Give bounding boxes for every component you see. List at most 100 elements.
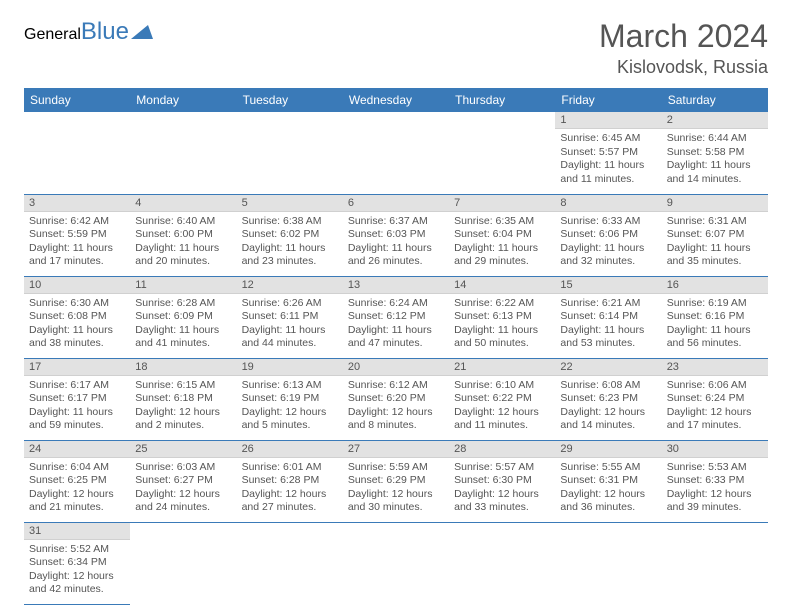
- calendar-cell: [449, 112, 555, 194]
- daylight-line: Daylight: 12 hours and 2 minutes.: [135, 406, 231, 433]
- calendar-cell: [343, 112, 449, 194]
- day-details: Sunrise: 6:28 AMSunset: 6:09 PMDaylight:…: [130, 294, 236, 356]
- sunset-line: Sunset: 6:11 PM: [242, 310, 338, 324]
- sunrise-line: Sunrise: 5:57 AM: [454, 461, 550, 475]
- calendar-table: SundayMondayTuesdayWednesdayThursdayFrid…: [24, 88, 768, 605]
- daylight-line: Daylight: 11 hours and 17 minutes.: [29, 242, 125, 269]
- daylight-line: Daylight: 11 hours and 20 minutes.: [135, 242, 231, 269]
- sunset-line: Sunset: 5:58 PM: [667, 146, 763, 160]
- daylight-line: Daylight: 12 hours and 5 minutes.: [242, 406, 338, 433]
- daylight-line: Daylight: 12 hours and 36 minutes.: [560, 488, 656, 515]
- day-details: Sunrise: 6:10 AMSunset: 6:22 PMDaylight:…: [449, 376, 555, 438]
- calendar-cell: [130, 522, 236, 604]
- sunset-line: Sunset: 6:18 PM: [135, 392, 231, 406]
- sunset-line: Sunset: 6:20 PM: [348, 392, 444, 406]
- logo-blue-text: Blue: [81, 18, 129, 46]
- daylight-line: Daylight: 11 hours and 23 minutes.: [242, 242, 338, 269]
- sunrise-line: Sunrise: 6:22 AM: [454, 297, 550, 311]
- day-number: 23: [662, 359, 768, 376]
- day-details: Sunrise: 5:55 AMSunset: 6:31 PMDaylight:…: [555, 458, 661, 520]
- calendar-cell: 25Sunrise: 6:03 AMSunset: 6:27 PMDayligh…: [130, 440, 236, 522]
- sunrise-line: Sunrise: 6:26 AM: [242, 297, 338, 311]
- day-number: 7: [449, 195, 555, 212]
- daylight-line: Daylight: 12 hours and 30 minutes.: [348, 488, 444, 515]
- day-details: Sunrise: 5:53 AMSunset: 6:33 PMDaylight:…: [662, 458, 768, 520]
- day-number: 29: [555, 441, 661, 458]
- day-details: Sunrise: 6:13 AMSunset: 6:19 PMDaylight:…: [237, 376, 343, 438]
- calendar-cell: 7Sunrise: 6:35 AMSunset: 6:04 PMDaylight…: [449, 194, 555, 276]
- sunrise-line: Sunrise: 6:19 AM: [667, 297, 763, 311]
- weekday-header: Tuesday: [237, 88, 343, 112]
- calendar-cell: 19Sunrise: 6:13 AMSunset: 6:19 PMDayligh…: [237, 358, 343, 440]
- sunrise-line: Sunrise: 6:12 AM: [348, 379, 444, 393]
- sunset-line: Sunset: 6:16 PM: [667, 310, 763, 324]
- sunrise-line: Sunrise: 6:13 AM: [242, 379, 338, 393]
- daylight-line: Daylight: 12 hours and 39 minutes.: [667, 488, 763, 515]
- title-block: March 2024 Kislovodsk, Russia: [599, 18, 768, 78]
- calendar-cell: 22Sunrise: 6:08 AMSunset: 6:23 PMDayligh…: [555, 358, 661, 440]
- sunrise-line: Sunrise: 6:44 AM: [667, 132, 763, 146]
- day-details: Sunrise: 6:06 AMSunset: 6:24 PMDaylight:…: [662, 376, 768, 438]
- calendar-row: 24Sunrise: 6:04 AMSunset: 6:25 PMDayligh…: [24, 440, 768, 522]
- daylight-line: Daylight: 11 hours and 29 minutes.: [454, 242, 550, 269]
- daylight-line: Daylight: 11 hours and 44 minutes.: [242, 324, 338, 351]
- day-number: 5: [237, 195, 343, 212]
- day-details: Sunrise: 6:44 AMSunset: 5:58 PMDaylight:…: [662, 129, 768, 191]
- day-number: 19: [237, 359, 343, 376]
- sunset-line: Sunset: 6:13 PM: [454, 310, 550, 324]
- day-number: 3: [24, 195, 130, 212]
- daylight-line: Daylight: 12 hours and 42 minutes.: [29, 570, 125, 597]
- sunset-line: Sunset: 6:23 PM: [560, 392, 656, 406]
- day-number: 16: [662, 277, 768, 294]
- calendar-cell: [449, 522, 555, 604]
- daylight-line: Daylight: 11 hours and 14 minutes.: [667, 159, 763, 186]
- sunset-line: Sunset: 6:08 PM: [29, 310, 125, 324]
- day-number: 27: [343, 441, 449, 458]
- logo-triangle-icon: [131, 25, 153, 44]
- calendar-row: 31Sunrise: 5:52 AMSunset: 6:34 PMDayligh…: [24, 522, 768, 604]
- sunrise-line: Sunrise: 6:28 AM: [135, 297, 231, 311]
- day-number: 31: [24, 523, 130, 540]
- calendar-cell: 11Sunrise: 6:28 AMSunset: 6:09 PMDayligh…: [130, 276, 236, 358]
- day-number: 25: [130, 441, 236, 458]
- sunrise-line: Sunrise: 6:08 AM: [560, 379, 656, 393]
- sunset-line: Sunset: 6:03 PM: [348, 228, 444, 242]
- day-number: 14: [449, 277, 555, 294]
- day-number: 30: [662, 441, 768, 458]
- calendar-row: 3Sunrise: 6:42 AMSunset: 5:59 PMDaylight…: [24, 194, 768, 276]
- calendar-cell: 29Sunrise: 5:55 AMSunset: 6:31 PMDayligh…: [555, 440, 661, 522]
- sunrise-line: Sunrise: 6:45 AM: [560, 132, 656, 146]
- sunset-line: Sunset: 6:34 PM: [29, 556, 125, 570]
- calendar-cell: 27Sunrise: 5:59 AMSunset: 6:29 PMDayligh…: [343, 440, 449, 522]
- day-details: Sunrise: 6:26 AMSunset: 6:11 PMDaylight:…: [237, 294, 343, 356]
- sunset-line: Sunset: 6:19 PM: [242, 392, 338, 406]
- calendar-cell: 9Sunrise: 6:31 AMSunset: 6:07 PMDaylight…: [662, 194, 768, 276]
- sunset-line: Sunset: 5:57 PM: [560, 146, 656, 160]
- day-details: Sunrise: 6:03 AMSunset: 6:27 PMDaylight:…: [130, 458, 236, 520]
- calendar-cell: 6Sunrise: 6:37 AMSunset: 6:03 PMDaylight…: [343, 194, 449, 276]
- sunrise-line: Sunrise: 6:31 AM: [667, 215, 763, 229]
- day-number: 24: [24, 441, 130, 458]
- day-details: Sunrise: 6:45 AMSunset: 5:57 PMDaylight:…: [555, 129, 661, 191]
- calendar-cell: 13Sunrise: 6:24 AMSunset: 6:12 PMDayligh…: [343, 276, 449, 358]
- calendar-cell: 31Sunrise: 5:52 AMSunset: 6:34 PMDayligh…: [24, 522, 130, 604]
- sunset-line: Sunset: 6:02 PM: [242, 228, 338, 242]
- calendar-cell: [237, 522, 343, 604]
- daylight-line: Daylight: 12 hours and 11 minutes.: [454, 406, 550, 433]
- daylight-line: Daylight: 12 hours and 27 minutes.: [242, 488, 338, 515]
- calendar-cell: 23Sunrise: 6:06 AMSunset: 6:24 PMDayligh…: [662, 358, 768, 440]
- daylight-line: Daylight: 12 hours and 33 minutes.: [454, 488, 550, 515]
- logo-general-text: General: [24, 26, 81, 44]
- day-details: Sunrise: 5:57 AMSunset: 6:30 PMDaylight:…: [449, 458, 555, 520]
- calendar-cell: 17Sunrise: 6:17 AMSunset: 6:17 PMDayligh…: [24, 358, 130, 440]
- weekday-header: Friday: [555, 88, 661, 112]
- calendar-cell: [130, 112, 236, 194]
- day-number: 11: [130, 277, 236, 294]
- calendar-row: 17Sunrise: 6:17 AMSunset: 6:17 PMDayligh…: [24, 358, 768, 440]
- calendar-cell: [662, 522, 768, 604]
- sunrise-line: Sunrise: 6:33 AM: [560, 215, 656, 229]
- sunrise-line: Sunrise: 6:24 AM: [348, 297, 444, 311]
- sunset-line: Sunset: 6:14 PM: [560, 310, 656, 324]
- daylight-line: Daylight: 11 hours and 26 minutes.: [348, 242, 444, 269]
- sunrise-line: Sunrise: 6:40 AM: [135, 215, 231, 229]
